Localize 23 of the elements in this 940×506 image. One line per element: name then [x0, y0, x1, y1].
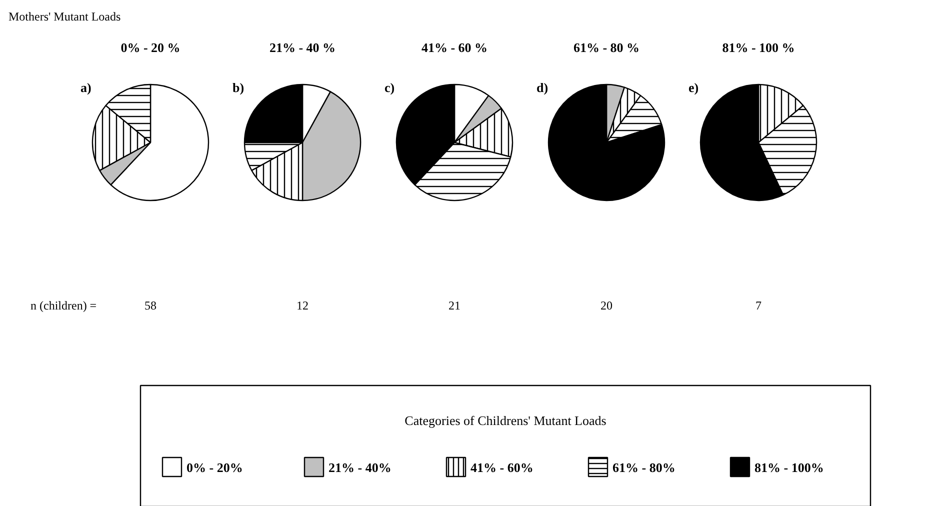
text: b): [232, 80, 244, 95]
text: 7: [756, 298, 762, 312]
text: a): [80, 80, 92, 95]
text: 58: [144, 298, 156, 312]
legend-label: 0% - 20%: [186, 460, 243, 475]
slice-label: 81% - 100 %: [722, 40, 795, 55]
chart-title: Mothers' Mutant Loads: [8, 10, 121, 24]
text: 20: [600, 298, 612, 312]
text: c): [384, 80, 395, 95]
slice-label: 0% - 20 %: [120, 40, 180, 55]
slice-label: 21% - 40 %: [269, 40, 336, 55]
legend-title: Categories of Childrens' Mutant Loads: [404, 413, 606, 428]
legend-label: 21% - 40%: [328, 460, 392, 475]
legend-label: 81% - 100%: [754, 460, 824, 475]
text: 21: [448, 298, 460, 312]
legend-label: 61% - 80%: [612, 460, 676, 475]
text: n (children) =: [30, 298, 97, 312]
slice-label: 61% - 80 %: [573, 40, 640, 55]
text: d): [536, 80, 548, 95]
text: e): [688, 80, 699, 95]
legend-label: 41% - 60%: [470, 460, 534, 475]
text: 12: [296, 298, 308, 312]
slice-label: 41% - 60 %: [421, 40, 488, 55]
